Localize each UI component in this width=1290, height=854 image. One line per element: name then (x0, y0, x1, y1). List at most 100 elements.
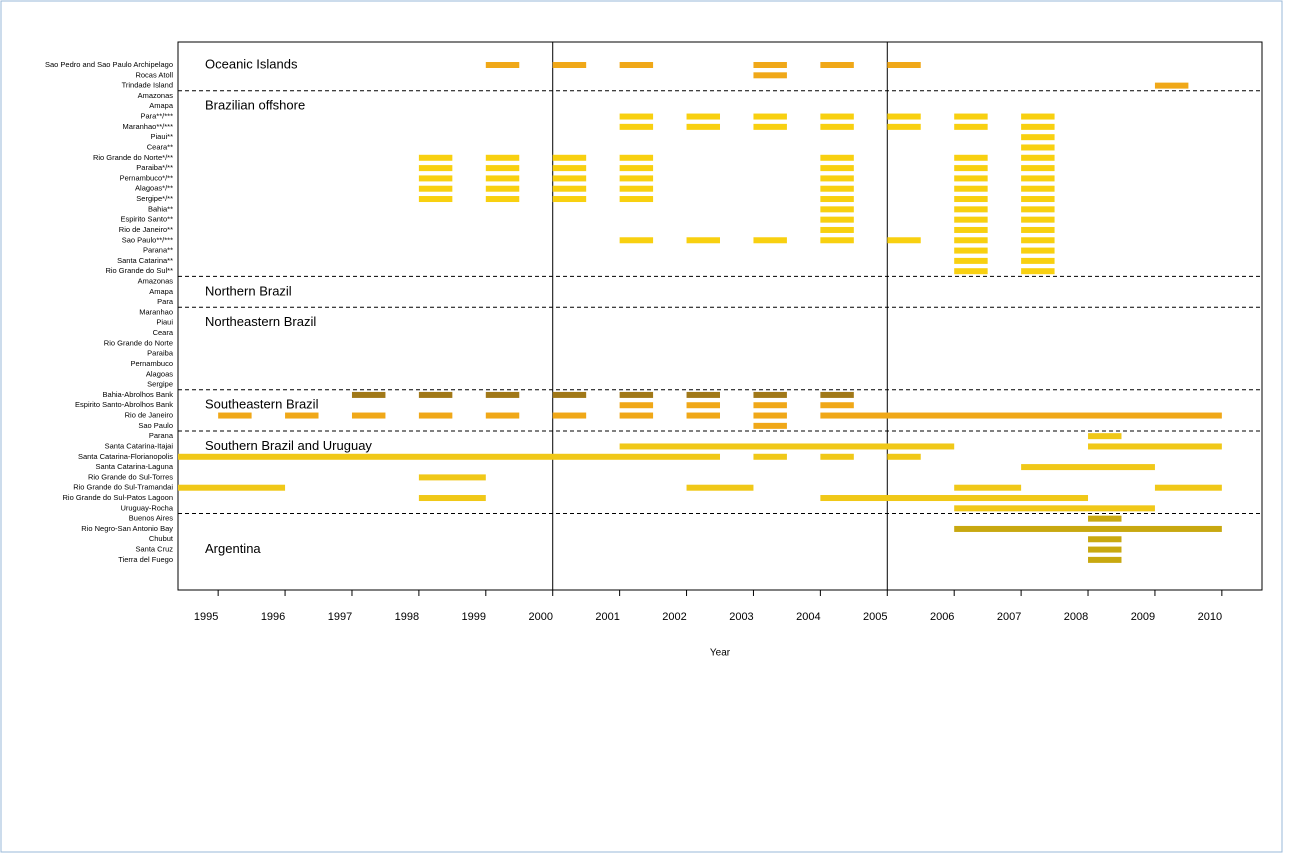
survey-bar (1021, 196, 1055, 203)
survey-bar (552, 62, 587, 68)
survey-bar (954, 175, 988, 182)
row-label: Parana** (143, 246, 173, 255)
survey-bar (619, 123, 654, 130)
row-label: Rio Grande do Norte (104, 338, 173, 347)
group-title: Brazilian offshore (205, 98, 305, 113)
row-label: Alagoas (146, 369, 173, 378)
row-label: Para**/*** (140, 112, 173, 121)
survey-bar (686, 391, 720, 398)
survey-bar (753, 72, 787, 79)
x-axis-label: Year (710, 648, 731, 659)
survey-bar (954, 154, 988, 161)
survey-bar (820, 453, 854, 460)
survey-bar (820, 391, 854, 398)
group-title: Southeastern Brazil (205, 397, 319, 412)
survey-bar (418, 412, 453, 419)
row-label: Pernambuco (130, 359, 173, 368)
plot-frame (177, 41, 1263, 591)
survey-bar (820, 175, 854, 182)
row-label: Rio de Janeiro (125, 411, 173, 420)
row-label: Sergipe (147, 380, 173, 389)
survey-bar (954, 525, 1222, 532)
survey-bar (1088, 536, 1122, 543)
survey-bar (485, 165, 520, 172)
row-label: Ceara** (147, 142, 173, 151)
survey-bar (552, 412, 587, 419)
survey-bar (619, 237, 654, 244)
survey-bar (954, 216, 988, 223)
survey-bar (418, 185, 453, 192)
survey-bar (485, 412, 520, 419)
survey-bar (887, 123, 921, 130)
survey-bar (552, 391, 587, 398)
row-label: Rio Grande do Norte*/** (93, 153, 173, 162)
survey-bar (954, 165, 988, 172)
survey-bar (418, 495, 486, 502)
survey-bar (552, 175, 587, 182)
row-label: Amapa (149, 287, 174, 296)
survey-bar (887, 453, 921, 460)
survey-bar (418, 165, 453, 172)
survey-bar (820, 206, 854, 213)
survey-bar (619, 443, 955, 450)
row-label: Sergipe*/** (136, 194, 173, 203)
row-label: Amazonas (138, 91, 174, 100)
survey-bar (820, 185, 854, 192)
survey-bar (1021, 144, 1055, 151)
row-label: Trindade Island (122, 81, 173, 90)
row-label: Rocas Atoll (135, 70, 173, 79)
survey-bar (1021, 226, 1055, 233)
survey-bar (619, 391, 654, 398)
survey-bar (619, 62, 654, 68)
row-label: Santa Catarina-Laguna (95, 462, 173, 471)
row-label: Santa Catarina-Florianopolis (78, 452, 173, 461)
survey-bar (686, 412, 720, 419)
row-label: Amapa (149, 101, 174, 110)
survey-bar (485, 391, 520, 398)
x-tick-label: 2006 (930, 611, 954, 623)
survey-bar (619, 402, 654, 409)
survey-bar (485, 62, 520, 68)
survey-bar (686, 113, 720, 120)
survey-bar (820, 123, 854, 130)
survey-bar (1154, 82, 1189, 89)
row-label: Amazonas (138, 276, 174, 285)
row-label: Piaui** (150, 132, 173, 141)
x-tick-label: 2002 (662, 611, 686, 623)
survey-bar (753, 422, 787, 429)
survey-bar (887, 113, 921, 120)
survey-bar (619, 175, 654, 182)
survey-bar (1021, 247, 1055, 254)
survey-bar (552, 185, 587, 192)
row-label: Maranhao (139, 307, 173, 316)
survey-bar (285, 412, 319, 419)
survey-bar (552, 154, 587, 161)
survey-bar (954, 237, 988, 244)
x-tick-label: 2009 (1131, 611, 1155, 623)
row-label: Paraiba (147, 349, 174, 358)
x-tick-label: 2007 (997, 611, 1021, 623)
group-title: Argentina (205, 541, 261, 556)
survey-bar (619, 165, 654, 172)
survey-bar (552, 196, 587, 203)
survey-bar (820, 196, 854, 203)
x-tick-label: 2000 (528, 611, 552, 623)
survey-bar (1088, 515, 1122, 522)
survey-bar (686, 402, 720, 409)
survey-bar (1088, 546, 1122, 553)
row-label: Espirito Santo** (120, 215, 173, 224)
survey-bar (753, 412, 787, 419)
row-label: Para (157, 297, 174, 306)
x-tick-label: 2003 (729, 611, 753, 623)
survey-bar (1021, 237, 1055, 244)
row-label: Parana (149, 431, 174, 440)
survey-bar (954, 113, 988, 120)
row-label: Espirito Santo-Abrolhos Bank (75, 400, 173, 409)
survey-bar (178, 484, 286, 491)
survey-bar (1021, 134, 1055, 141)
survey-bar (753, 391, 787, 398)
survey-bar (954, 268, 988, 275)
row-label: Pernambuco*/** (120, 173, 173, 182)
